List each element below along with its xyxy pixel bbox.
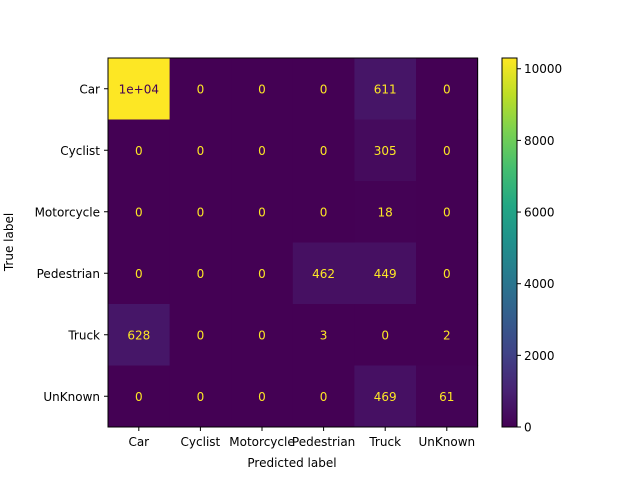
- y-tick-label: Motorcycle: [35, 205, 100, 219]
- cell-value-label: 469: [374, 390, 397, 404]
- x-tick-label: UnKnown: [418, 435, 475, 449]
- y-tick-label: Pedestrian: [37, 267, 100, 281]
- cell-value-label: 0: [381, 328, 389, 342]
- cell-value-label: 0: [320, 390, 328, 404]
- cell-value-label: 0: [197, 328, 205, 342]
- y-axis-label: True label: [2, 213, 16, 272]
- cell-value-label: 305: [374, 144, 397, 158]
- colorbar-tick-label: 2000: [524, 349, 555, 363]
- cell-value-label: 0: [443, 205, 451, 219]
- cell-value-label: 0: [135, 267, 143, 281]
- cell-value-label: 0: [258, 82, 266, 96]
- colorbar-tick-label: 0: [524, 421, 532, 435]
- y-tick-label: Car: [79, 82, 100, 96]
- x-axis-label: Predicted label: [247, 456, 336, 470]
- colorbar-tick-label: 10000: [524, 62, 562, 76]
- cell-value-label: 0: [258, 267, 266, 281]
- x-tick-label: Truck: [368, 435, 401, 449]
- cell-value-label: 0: [197, 144, 205, 158]
- cell-value-label: 0: [258, 144, 266, 158]
- cell-value-label: 0: [320, 144, 328, 158]
- colorbar-tick-label: 6000: [524, 206, 555, 220]
- cell-value-label: 0: [443, 144, 451, 158]
- cell-value-label: 2: [443, 328, 451, 342]
- y-axis-ticks: Car Cyclist Motorcycle Pedestrian Truck UnKno…: [35, 82, 108, 404]
- cell-value-label: 0: [320, 205, 328, 219]
- cell-value-label: 0: [197, 82, 205, 96]
- heatmap-cells: [108, 58, 478, 428]
- cell-value-label: 0: [135, 205, 143, 219]
- cell-value-label: 0: [197, 205, 205, 219]
- cell-value-label: 462: [312, 267, 335, 281]
- cell-value-label: 0: [258, 205, 266, 219]
- x-tick-label: Pedestrian: [292, 435, 355, 449]
- cell-value-label: 1e+04: [119, 82, 159, 96]
- cell-value-label: 3: [320, 328, 328, 342]
- x-tick-label: Car: [128, 435, 149, 449]
- colorbar-ticks: 0 2000 4000 6000 8000 10000: [517, 62, 562, 434]
- cell-value-label: 611: [374, 82, 397, 96]
- colorbar-tick-label: 4000: [524, 277, 555, 291]
- cell-value-label: 0: [443, 267, 451, 281]
- colorbar: [502, 58, 517, 427]
- cell-value-label: 0: [197, 267, 205, 281]
- colorbar-tick-label: 8000: [524, 134, 555, 148]
- cell-value-label: 18: [378, 205, 393, 219]
- y-tick-label: UnKnown: [43, 390, 100, 404]
- cell-value-label: 449: [374, 267, 397, 281]
- y-tick-label: Truck: [67, 328, 100, 342]
- x-tick-label: Motorcycle: [229, 435, 294, 449]
- y-tick-label: Cyclist: [60, 144, 100, 158]
- cell-value-label: 0: [258, 328, 266, 342]
- cell-value-label: 61: [439, 390, 454, 404]
- cell-value-label: 0: [443, 82, 451, 96]
- cell-value-label: 0: [197, 390, 205, 404]
- cell-value-label: 0: [258, 390, 266, 404]
- cell-value-label: 0: [135, 390, 143, 404]
- cell-value-label: 0: [320, 82, 328, 96]
- cell-value-label: 628: [127, 328, 150, 342]
- x-tick-label: Cyclist: [181, 435, 221, 449]
- cell-value-label: 0: [135, 144, 143, 158]
